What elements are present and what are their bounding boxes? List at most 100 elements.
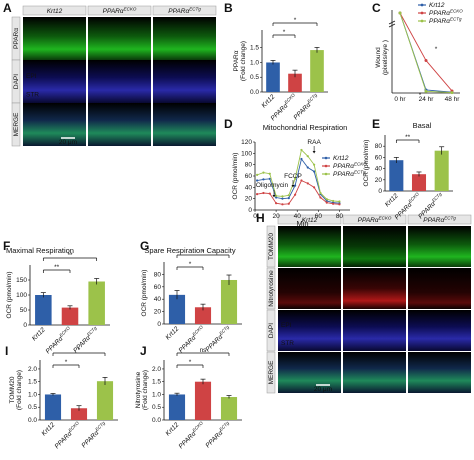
- micrograph-image: [278, 226, 341, 267]
- y-tick-label: 1.0: [250, 59, 259, 66]
- bar-1: [70, 408, 88, 420]
- row-label-0: TOMM20: [268, 233, 275, 260]
- y-tick-label: 0.0: [28, 417, 37, 424]
- sig-label: *: [78, 347, 81, 354]
- y-axis-label-2: (Fold change): [142, 370, 149, 410]
- panel-letter-G: G: [140, 239, 149, 253]
- series-point: [332, 199, 335, 203]
- series-point: [256, 179, 259, 182]
- bar-2: [220, 397, 238, 420]
- series-point: [313, 186, 316, 189]
- series-point: [306, 155, 309, 158]
- sig-label: **: [54, 264, 60, 271]
- axis-break: [388, 20, 396, 25]
- y-axis-label: OCR (pmol/min): [6, 272, 13, 319]
- bar-1: [288, 73, 302, 92]
- panel-letter-D: D: [224, 117, 233, 131]
- column-header-0: Krt12: [302, 217, 318, 224]
- series-point: [262, 178, 265, 181]
- y-tick-label: 1.5: [250, 45, 259, 52]
- series-point: [332, 202, 335, 205]
- panel-letter-J: J: [140, 344, 147, 358]
- series-point: [398, 11, 402, 15]
- legend-label-2: PPARαECTg: [333, 170, 366, 179]
- bar-0: [168, 394, 186, 420]
- micrograph-image: [278, 310, 341, 351]
- series-point: [325, 199, 328, 203]
- y-tick-label: 120: [241, 139, 252, 146]
- micrograph-image: [343, 268, 406, 309]
- scale-bar-label: 20 μm: [59, 139, 77, 146]
- y-tick-label: 0: [378, 188, 382, 195]
- y-axis-label: OCR (pmol/min): [232, 153, 239, 200]
- sig-label: *: [419, 92, 422, 99]
- column-header-0: Krt12: [47, 8, 63, 15]
- y-tick-label: 1.5: [28, 379, 37, 386]
- x-axis-label: Min: [296, 219, 308, 228]
- panel-letter-H: H: [256, 211, 265, 225]
- bar-0: [168, 294, 186, 324]
- column-header-box: [407, 214, 472, 225]
- micrograph-image: [278, 268, 341, 309]
- row-label-2: DAPI: [268, 323, 275, 338]
- y-tick-label: 0.5: [28, 404, 37, 411]
- series-point: [306, 166, 309, 169]
- y-axis-label: Wound: [375, 47, 382, 68]
- bar-1: [61, 307, 79, 325]
- series-line-2: [256, 149, 340, 202]
- micrograph-image: [153, 103, 216, 146]
- legend-marker: [420, 3, 424, 7]
- row-header-box: [266, 267, 276, 310]
- epi-label: EPI: [281, 322, 292, 329]
- panel-letter-A: A: [3, 1, 12, 15]
- row-header-box: [11, 102, 21, 147]
- series-point: [294, 177, 297, 180]
- bar-0: [266, 62, 280, 92]
- x-tick-label: 60: [315, 213, 323, 220]
- micrograph-image: [88, 60, 151, 103]
- y-tick-label: 60: [245, 173, 253, 180]
- y-tick-label: 1.0: [28, 391, 37, 398]
- sig-label: ns: [200, 347, 208, 354]
- epi-label: EPI: [26, 73, 37, 80]
- series-point: [338, 200, 341, 203]
- panel-letter-E: E: [372, 117, 380, 131]
- y-axis-label: PPARα: [233, 50, 240, 71]
- chart-title: Maximal Respiration: [6, 246, 74, 255]
- bar-0: [35, 295, 52, 325]
- x-tick-label-1: PPARαECKO: [53, 420, 83, 450]
- y-tick-label: 80: [245, 162, 253, 169]
- y-tick-label: 0.5: [152, 404, 161, 411]
- str-label: STR: [281, 340, 294, 347]
- series-point: [256, 193, 259, 196]
- micrograph-image: [278, 352, 341, 393]
- row-label-0: PPARα: [13, 28, 20, 49]
- annotation-label-0: Oligomycin: [256, 182, 289, 189]
- legend-marker: [420, 19, 424, 23]
- y-axis-label: Nitrotyrosine: [135, 371, 142, 408]
- series-point: [300, 148, 303, 152]
- x-tick-label-2: PPARαECTg: [291, 92, 320, 121]
- column-header-1: PPARαECKO: [358, 216, 392, 225]
- series-point: [281, 197, 284, 200]
- y-tick-label: 80: [375, 143, 383, 150]
- sig-label: **: [67, 252, 73, 259]
- column-header-2: PPARαECTg: [423, 216, 456, 225]
- legend-label-0: Krt12: [333, 155, 349, 162]
- legend-label-1: PPARαECKO: [429, 9, 463, 18]
- micrograph-image: [23, 60, 86, 103]
- series-point: [268, 192, 271, 195]
- micrograph-image: [23, 103, 86, 146]
- series-point: [275, 194, 278, 197]
- y-axis-label: OCR (pmol/min): [363, 140, 370, 187]
- sig-label: **: [405, 134, 411, 141]
- micrograph-image: [153, 60, 216, 103]
- series-point: [325, 201, 328, 204]
- series-point: [262, 171, 265, 174]
- panel-H-micrographs: H Krt12 PPARαECKO PPARαECTg TOMM20 Nitrotyros…: [256, 211, 472, 394]
- series-line-0: [257, 157, 340, 204]
- annotation-label-2: RAA: [307, 139, 321, 146]
- bar-1: [194, 381, 212, 420]
- bar-2: [96, 381, 114, 420]
